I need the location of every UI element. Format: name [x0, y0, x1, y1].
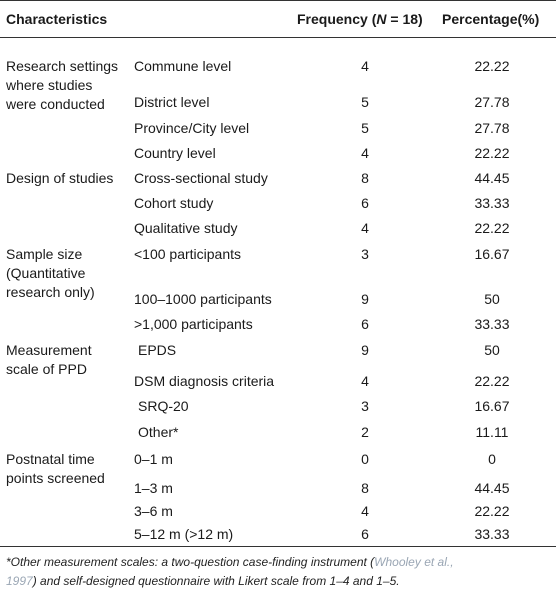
- percentage-cell: 22.22: [474, 145, 510, 161]
- item-cell: Other*: [138, 424, 179, 440]
- item-cell: >1,000 participants: [134, 316, 253, 332]
- group-label-line: were conducted: [6, 96, 105, 112]
- group-label-line: Measurement: [6, 342, 92, 358]
- frequency-cell: 4: [361, 58, 369, 74]
- percentage-cell: 0: [488, 451, 496, 467]
- item-cell: 3–6 m: [134, 503, 173, 519]
- percentage-cell: 50: [484, 342, 500, 358]
- percentage-cell: 50: [484, 291, 500, 307]
- frequency-cell: 8: [361, 170, 369, 186]
- group-label-line: scale of PPD: [6, 361, 87, 377]
- group-label-line: points screened: [6, 470, 105, 486]
- percentage-cell: 22.22: [474, 58, 510, 74]
- group-label-line: research only): [6, 284, 95, 300]
- group-label-line: where studies: [6, 77, 93, 93]
- citation-link[interactable]: Whooley et al.,: [374, 555, 454, 569]
- frequency-cell: 8: [361, 480, 369, 496]
- item-cell: 1–3 m: [134, 480, 173, 496]
- percentage-cell: 27.78: [474, 94, 510, 110]
- header-characteristics: Characteristics: [6, 11, 108, 27]
- bottom-rule: [0, 546, 556, 547]
- percentage-cell: 16.67: [474, 398, 510, 414]
- frequency-cell: 4: [361, 373, 369, 389]
- header-rule: [0, 37, 556, 38]
- frequency-cell: 2: [361, 424, 369, 440]
- item-cell: <100 participants: [134, 246, 242, 262]
- group-label-line: Sample size: [6, 246, 83, 262]
- frequency-cell: 3: [361, 246, 369, 262]
- frequency-cell: 6: [361, 526, 369, 542]
- header-frequency: Frequency (N = 18): [297, 11, 423, 27]
- top-rule: [0, 0, 556, 1]
- item-cell: Cross-sectional study: [134, 170, 268, 186]
- percentage-cell: 11.11: [475, 424, 509, 440]
- percentage-cell: 33.33: [474, 526, 510, 542]
- item-cell: Country level: [134, 145, 216, 161]
- frequency-cell: 4: [361, 145, 369, 161]
- header-percentage: Percentage(%): [442, 11, 540, 27]
- frequency-cell: 4: [361, 220, 369, 236]
- frequency-cell: 3: [361, 398, 369, 414]
- footnote-text-1: *Other measurement scales: a two-questio…: [6, 555, 375, 569]
- percentage-cell: 33.33: [474, 316, 510, 332]
- item-cell: 100–1000 participants: [134, 291, 272, 307]
- percentage-cell: 22.22: [474, 503, 510, 519]
- frequency-cell: 0: [361, 451, 369, 467]
- percentage-cell: 22.22: [474, 220, 510, 236]
- group-label-line: Postnatal time: [6, 451, 95, 467]
- frequency-cell: 9: [361, 342, 369, 358]
- item-cell: DSM diagnosis criteria: [134, 373, 275, 389]
- item-cell: 5–12 m (>12 m): [134, 526, 234, 542]
- frequency-cell: 9: [361, 291, 369, 307]
- frequency-cell: 5: [361, 94, 369, 110]
- item-cell: SRQ-20: [138, 398, 189, 414]
- item-cell: 0–1 m: [134, 451, 173, 467]
- group-label-line: Design of studies: [6, 170, 114, 186]
- citation-year-link[interactable]: 1997: [6, 574, 33, 588]
- item-cell: Commune level: [134, 58, 232, 74]
- percentage-cell: 27.78: [474, 120, 510, 136]
- frequency-cell: 4: [361, 503, 369, 519]
- percentage-cell: 16.67: [474, 246, 510, 262]
- item-cell: Cohort study: [134, 195, 214, 211]
- group-label-line: Research settings: [6, 58, 119, 74]
- item-cell: Qualitative study: [134, 220, 238, 236]
- percentage-cell: 44.45: [474, 480, 510, 496]
- frequency-cell: 6: [361, 316, 369, 332]
- item-cell: EPDS: [138, 342, 177, 358]
- percentage-cell: 33.33: [474, 195, 510, 211]
- table-footnote: *Other measurement scales: a two-questio…: [6, 553, 551, 591]
- item-cell: District level: [134, 94, 210, 110]
- group-label-line: (Quantitative: [6, 265, 86, 281]
- frequency-cell: 6: [361, 195, 369, 211]
- frequency-cell: 5: [361, 120, 369, 136]
- percentage-cell: 44.45: [474, 170, 510, 186]
- percentage-cell: 22.22: [474, 373, 510, 389]
- item-cell: Province/City level: [134, 120, 250, 136]
- footnote-text-2: ) and self-designed questionnaire with L…: [32, 574, 400, 588]
